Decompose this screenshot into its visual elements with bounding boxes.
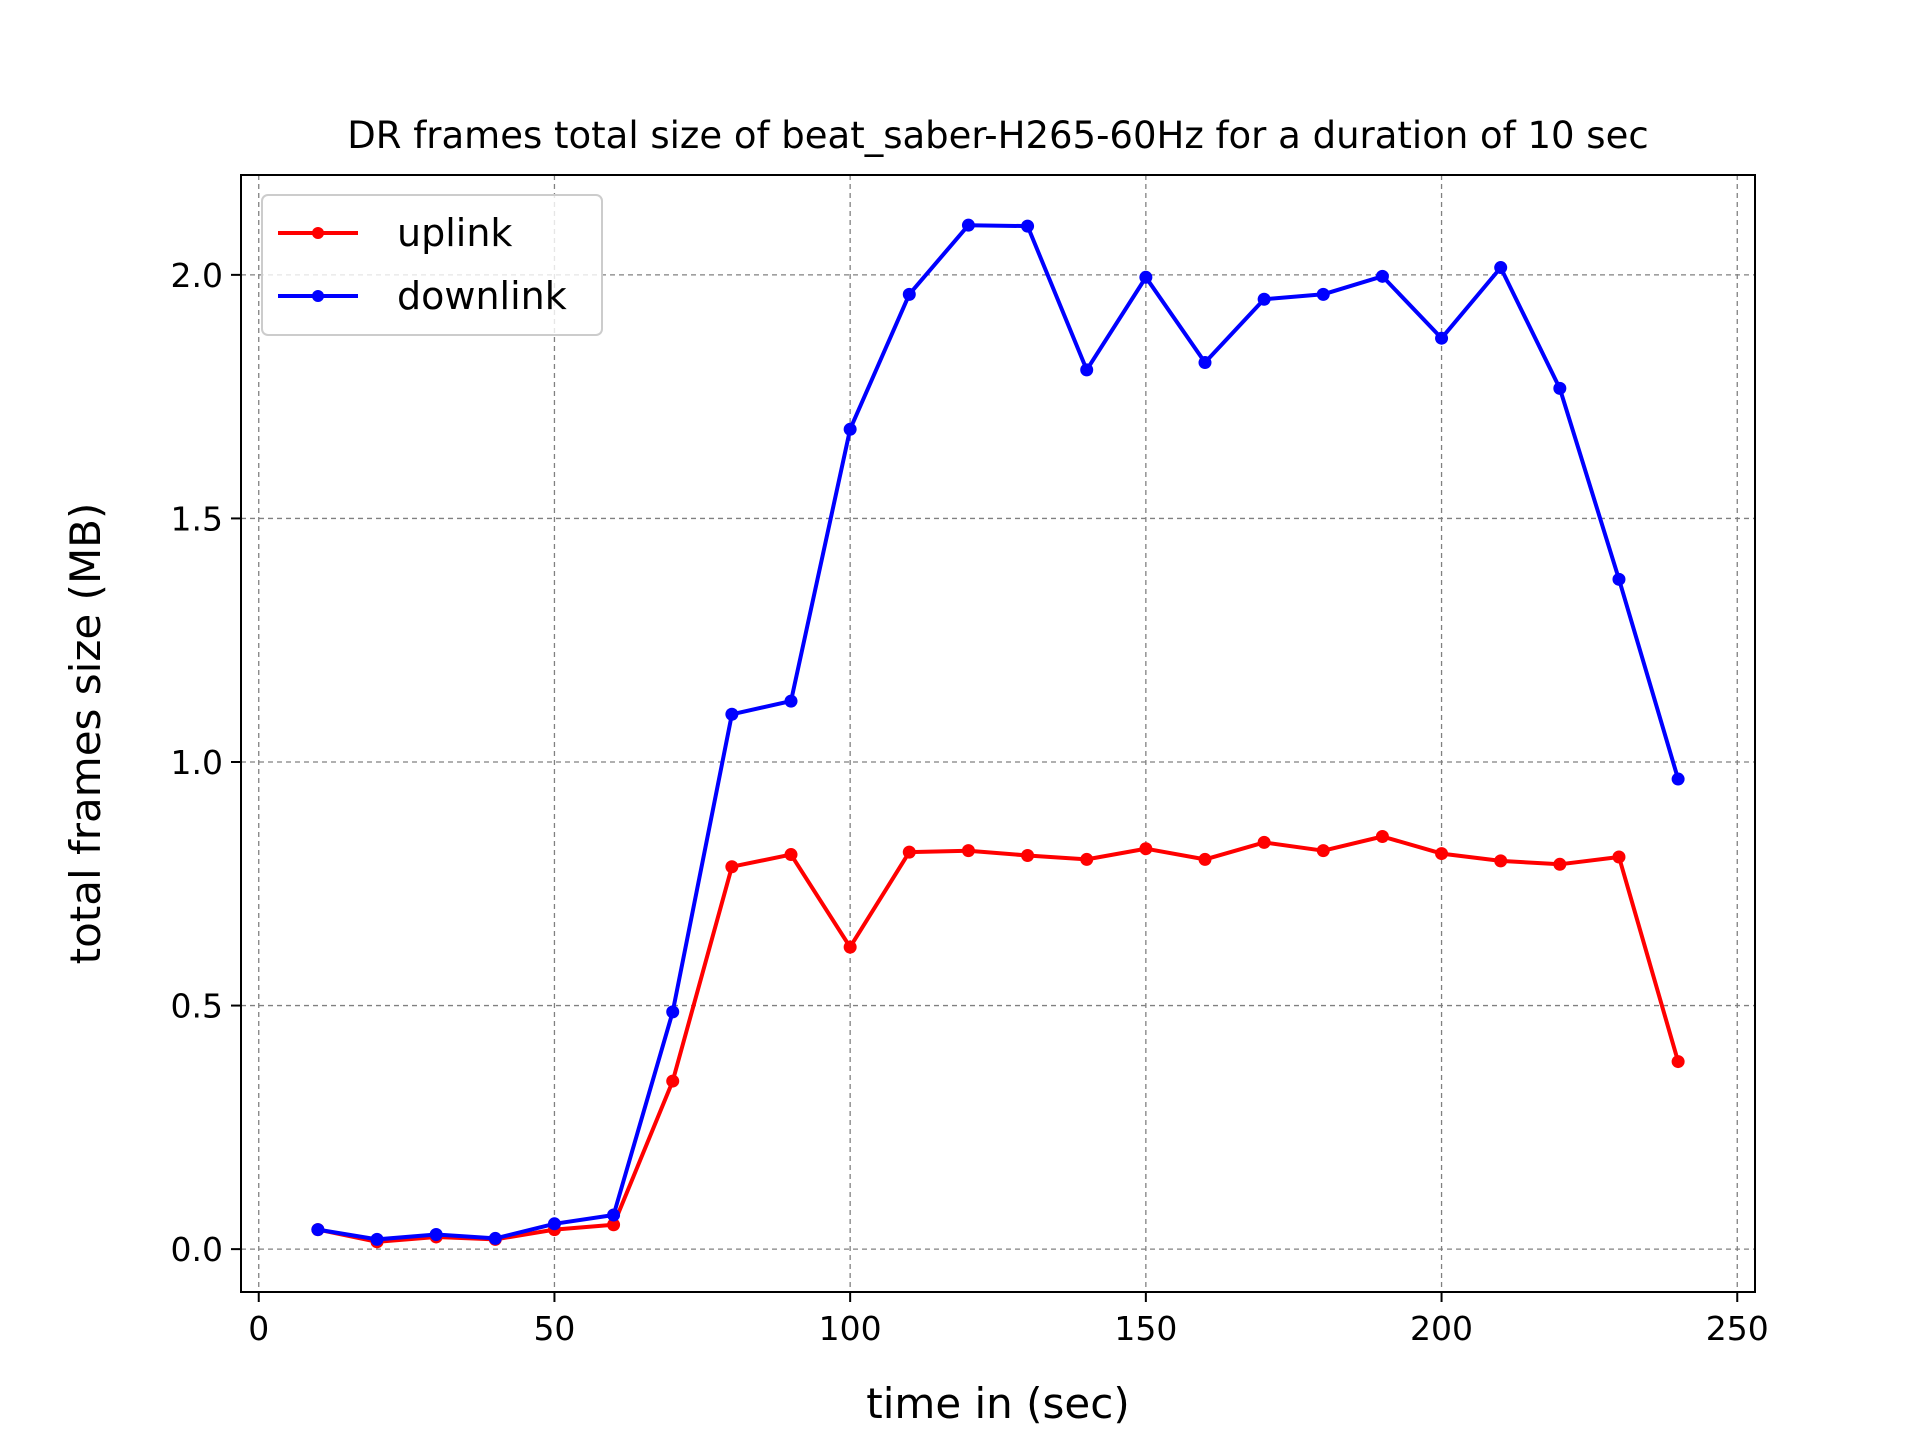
x-tick-label: 150 — [1114, 1309, 1177, 1348]
y-tick-label: 1.0 — [171, 743, 223, 782]
series-line-downlink — [317, 223, 1681, 1242]
data-point-uplink — [1080, 852, 1094, 866]
legend-entry-uplink: uplink — [278, 211, 512, 255]
x-tick-label: 50 — [533, 1309, 575, 1348]
data-point-uplink — [1612, 850, 1626, 864]
series-lines — [311, 218, 1685, 1249]
x-axis-title: time in (sec) — [866, 1379, 1129, 1428]
y-axis-title: total frames size (MB) — [61, 503, 110, 965]
data-point-uplink — [1257, 835, 1271, 849]
legend-entry-downlink: downlink — [278, 274, 567, 318]
data-point-uplink — [1435, 847, 1449, 861]
data-point-uplink — [1198, 852, 1212, 866]
data-point-downlink — [1198, 356, 1212, 370]
chart-title: DR frames total size of beat_saber-H265-… — [347, 114, 1648, 157]
data-point-uplink — [843, 940, 857, 954]
legend-label-uplink: uplink — [397, 211, 512, 255]
plot-area-frame — [240, 174, 1756, 1293]
axis-ticks: 0 50 100 150 200 250 0.0 0.5 1.0 1.5 2.0 — [171, 256, 1769, 1348]
legend-marker-downlink — [312, 290, 324, 302]
data-point-uplink — [1494, 854, 1508, 868]
data-point-downlink — [488, 1231, 502, 1245]
data-point-downlink — [1435, 331, 1449, 345]
data-point-uplink — [1671, 1055, 1685, 1069]
legend-label-downlink: downlink — [397, 274, 567, 318]
data-point-downlink — [1375, 269, 1389, 283]
data-point-uplink — [607, 1218, 621, 1232]
data-point-downlink — [784, 694, 798, 708]
data-point-uplink — [1139, 842, 1153, 856]
x-tick-label: 250 — [1706, 1309, 1769, 1348]
data-point-downlink — [1257, 292, 1271, 306]
data-point-downlink — [843, 422, 857, 436]
data-point-uplink — [961, 844, 975, 858]
data-point-downlink — [961, 218, 975, 232]
data-point-downlink — [1553, 381, 1567, 395]
data-point-uplink — [725, 860, 739, 874]
data-point-downlink — [1139, 270, 1153, 284]
series-downlink — [311, 218, 1685, 1246]
y-tick-label: 2.0 — [171, 256, 223, 295]
data-point-uplink — [1021, 849, 1035, 863]
data-point-downlink — [1494, 261, 1508, 275]
series-uplink — [311, 830, 1685, 1249]
data-point-downlink — [370, 1232, 384, 1246]
data-point-downlink — [311, 1223, 325, 1237]
data-point-downlink — [1080, 363, 1094, 377]
x-tick-label: 100 — [819, 1309, 882, 1348]
data-point-downlink — [547, 1217, 561, 1231]
data-point-uplink — [1553, 857, 1567, 871]
data-point-uplink — [1375, 830, 1389, 844]
data-point-downlink — [429, 1228, 443, 1242]
data-point-downlink — [1316, 287, 1330, 301]
legend-box — [261, 194, 603, 336]
y-tick-label: 0.0 — [171, 1230, 223, 1269]
data-point-uplink — [902, 845, 916, 859]
data-point-uplink — [666, 1074, 680, 1088]
series-line-uplink — [317, 834, 1681, 1244]
data-point-downlink — [666, 1005, 680, 1019]
data-point-downlink — [902, 287, 916, 301]
y-tick-label: 0.5 — [171, 987, 223, 1026]
y-tick-label: 1.5 — [171, 499, 223, 538]
data-point-downlink — [725, 707, 739, 721]
data-point-downlink — [1671, 772, 1685, 786]
data-point-downlink — [1021, 219, 1035, 233]
x-tick-label: 0 — [248, 1309, 269, 1348]
x-tick-label: 200 — [1410, 1309, 1473, 1348]
data-point-uplink — [1316, 844, 1330, 858]
data-point-downlink — [1612, 572, 1626, 586]
legend-marker-uplink — [312, 227, 324, 239]
data-point-uplink — [784, 848, 798, 862]
legend: uplink downlink — [261, 194, 603, 336]
data-point-downlink — [607, 1208, 621, 1222]
